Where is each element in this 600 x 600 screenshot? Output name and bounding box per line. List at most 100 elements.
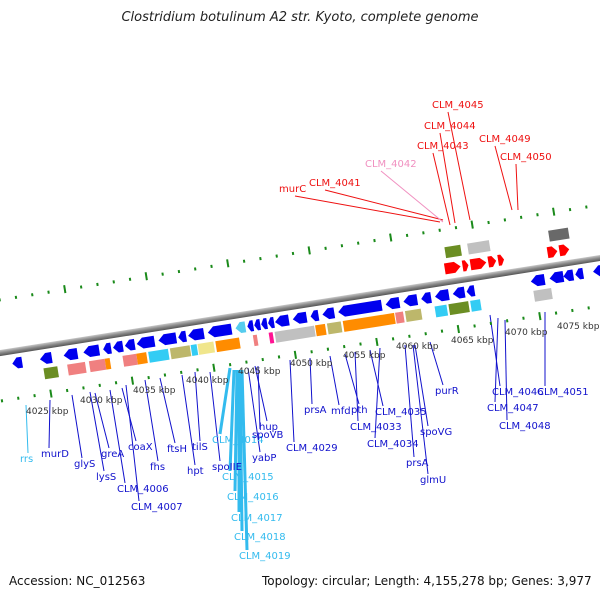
gene-label[interactable]: spoVB [252,430,284,441]
gene-arrow-reverse[interactable] [158,332,178,346]
cog-box[interactable] [434,304,449,318]
gene-label[interactable]: CLM_4017 [231,513,283,524]
cog-box[interactable] [169,345,192,360]
cog-box[interactable] [315,323,327,337]
gene-arrow-reverse[interactable] [177,330,187,343]
gene-arrow-reverse[interactable] [235,321,247,334]
gene-arrow-reverse[interactable] [452,286,466,300]
gene-label[interactable]: spoIIE [212,462,242,473]
cog-box[interactable] [67,361,87,376]
gene-arrow-reverse[interactable] [434,289,450,302]
gene-arrow-reverse[interactable] [292,311,308,325]
cog-box[interactable] [148,348,170,363]
gene-label[interactable]: CLM_4042 [365,159,417,170]
cog-box[interactable] [197,341,216,355]
gene-label[interactable]: tilS [192,442,208,453]
gene-label[interactable]: CLM_4006 [117,484,169,495]
cog-box[interactable] [467,240,491,255]
gene-arrow-reverse[interactable] [530,273,546,287]
gene-arrow-reverse[interactable] [574,267,585,280]
cog-box[interactable] [533,288,553,302]
gene-arrow-reverse[interactable] [267,316,275,329]
gene-label[interactable]: CLM_4041 [309,178,361,189]
gene-label[interactable]: CLM_4015 [222,472,274,483]
cog-box[interactable] [404,308,423,323]
gene-arrow-forward[interactable] [487,255,497,268]
gene-labels[interactable]: murCCLM_4041CLM_4042CLM_4043CLM_4044CLM_… [20,100,589,562]
cog-box[interactable] [268,332,275,344]
gene-arrow-reverse[interactable] [83,344,101,358]
cog-box[interactable] [190,344,199,356]
gene-label[interactable]: CLM_4018 [234,532,286,543]
gene-label[interactable]: lysS [96,472,116,483]
cog-box[interactable] [88,358,107,373]
cog-box[interactable] [274,325,316,343]
gene-arrow-reverse[interactable] [322,307,336,320]
gene-arrow-reverse[interactable] [187,327,205,341]
gene-label[interactable]: coaX [128,442,153,453]
cog-box[interactable] [104,357,112,370]
cog-box[interactable] [326,321,343,335]
gene-label[interactable]: CLM_4051 [537,387,589,398]
cog-box[interactable] [548,227,570,242]
gene-arrow-reverse[interactable] [247,320,255,332]
gene-arrow-reverse[interactable] [592,261,600,278]
gene-label[interactable]: CLM_4044 [424,121,476,132]
gene-arrow-reverse[interactable] [260,317,268,330]
gene-label[interactable]: glyS [74,459,95,470]
gene-arrow-forward[interactable] [461,260,470,272]
gene-label[interactable]: CLM_4049 [479,134,531,145]
gene-arrow-forward[interactable] [558,244,571,257]
gene-arrow-reverse[interactable] [136,335,156,350]
gene-arrow-reverse[interactable] [466,285,476,297]
gene-arrow-reverse[interactable] [102,342,112,355]
gene-label[interactable]: murD [41,449,69,460]
gene-label[interactable]: pth [351,405,368,416]
gene-arrow-reverse[interactable] [39,352,53,365]
gene-label[interactable]: CLM_4050 [500,152,552,163]
gene-arrow-reverse[interactable] [63,347,79,361]
gene-label[interactable]: fhs [150,462,165,473]
gene-arrow-forward[interactable] [443,261,462,275]
gene-label[interactable]: CLM_4034 [367,439,419,450]
gene-arrow-reverse[interactable] [253,319,262,331]
gene-label[interactable]: CLM_4043 [417,141,469,152]
cog-box[interactable] [448,301,470,316]
cog-box[interactable] [122,353,138,367]
cog-box[interactable] [252,334,259,347]
gene-label[interactable]: yabP [252,453,276,464]
gene-label[interactable]: mfd [331,406,351,417]
gene-label[interactable]: spoVG [420,427,452,438]
gene-arrow-forward[interactable] [546,246,559,259]
gene-label[interactable]: glmU [420,475,446,486]
gene-label[interactable]: CLM_4047 [487,403,539,414]
gene-label[interactable]: CLM_4046 [492,387,544,398]
gene-arrow-reverse[interactable] [420,291,432,304]
cog-box[interactable] [444,244,462,259]
cog-box[interactable] [215,337,241,353]
gene-arrow-reverse[interactable] [112,340,124,353]
gene-arrow-reverse[interactable] [549,271,565,284]
cog-box[interactable] [395,311,405,324]
cog-box[interactable] [136,352,148,365]
gene-arrow-reverse[interactable] [310,309,320,322]
cog-box[interactable] [43,366,59,380]
gene-label[interactable]: hpt [187,466,204,477]
gene-label[interactable]: CLM_4016 [227,492,279,503]
gene-label[interactable]: CLM_4048 [499,421,551,432]
gene-arrow-forward[interactable] [469,257,488,271]
gene-arrow-reverse[interactable] [124,338,136,351]
gene-label[interactable]: CLM_4014 [212,435,264,446]
gene-arrow-forward[interactable] [497,254,505,266]
gene-arrow-reverse[interactable] [274,314,290,328]
gene-label[interactable]: ftsH [167,444,187,455]
cog-box[interactable] [470,299,482,312]
gene-label[interactable]: CLM_4019 [239,551,291,562]
gene-label[interactable]: CLM_4007 [131,502,183,513]
gene-arrow-reverse[interactable] [337,299,383,318]
gene-label[interactable]: rrs [20,454,33,465]
gene-label[interactable]: purR [435,386,459,397]
gene-arrow-reverse[interactable] [563,269,575,282]
gene-label[interactable]: prsA [304,405,327,416]
